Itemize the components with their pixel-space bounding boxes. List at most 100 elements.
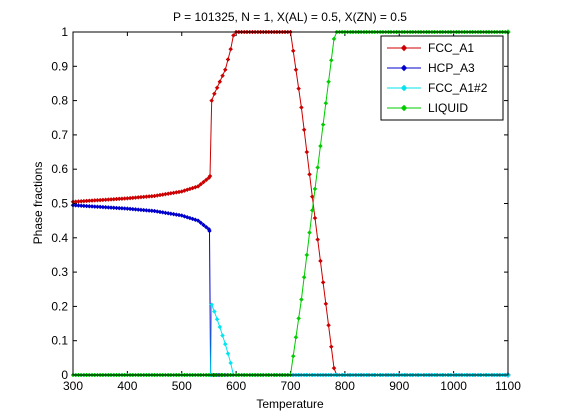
data-point xyxy=(201,179,206,185)
data-point xyxy=(320,122,326,127)
data-point xyxy=(290,353,296,359)
data-point xyxy=(309,194,315,199)
data-point xyxy=(209,98,215,103)
data-point xyxy=(307,171,312,177)
data-point xyxy=(307,230,312,236)
data-point xyxy=(203,224,209,230)
data-point xyxy=(184,214,190,220)
y-tick-label: 0.6 xyxy=(51,162,68,176)
legend-label: HCP_A3 xyxy=(428,61,475,75)
y-tick-label: 0 xyxy=(61,368,68,382)
x-tick-label: 600 xyxy=(226,379,246,393)
data-point xyxy=(207,228,212,234)
data-point xyxy=(304,252,310,258)
x-tick-label: 500 xyxy=(172,379,192,393)
data-point xyxy=(222,67,228,73)
data-point xyxy=(293,334,299,340)
data-point xyxy=(201,222,206,228)
y-tick-label: 0.5 xyxy=(51,197,68,211)
x-tick-label: 300 xyxy=(63,379,83,393)
data-point xyxy=(203,177,209,183)
data-point xyxy=(290,48,296,54)
data-point xyxy=(315,165,321,170)
data-point xyxy=(220,73,225,79)
data-point xyxy=(152,208,157,214)
data-point xyxy=(318,258,323,264)
data-point xyxy=(326,79,331,85)
data-point xyxy=(312,215,318,221)
data-point xyxy=(225,351,231,356)
data-point xyxy=(222,341,228,347)
data-point xyxy=(228,360,234,366)
legend-marker xyxy=(400,84,408,92)
data-point xyxy=(331,365,337,371)
legend-marker xyxy=(400,64,408,72)
data-point xyxy=(207,173,213,179)
data-point xyxy=(323,301,329,307)
data-point xyxy=(299,297,304,302)
legend-label: FCC_A1#2 xyxy=(428,81,488,95)
x-tick-label: 800 xyxy=(335,379,355,393)
data-point xyxy=(328,57,334,63)
x-tick-label: 700 xyxy=(280,379,300,393)
data-point xyxy=(228,46,234,52)
legend-marker xyxy=(400,104,408,112)
x-axis-label: Temperature xyxy=(256,397,324,411)
data-point xyxy=(209,302,215,308)
data-point xyxy=(214,85,220,91)
data-point xyxy=(214,316,220,322)
data-point xyxy=(231,33,236,38)
data-point xyxy=(293,67,299,73)
data-point xyxy=(217,79,223,85)
data-point xyxy=(173,212,179,217)
y-tick-label: 0.1 xyxy=(51,334,68,348)
data-point xyxy=(315,237,321,242)
data-point xyxy=(312,186,318,192)
data-point xyxy=(198,181,204,187)
data-point xyxy=(217,324,223,330)
data-point xyxy=(301,274,307,280)
data-point xyxy=(296,316,302,321)
data-point xyxy=(212,91,217,97)
data-point xyxy=(323,100,329,106)
data-point xyxy=(198,220,204,226)
data-point xyxy=(182,214,187,219)
x-tick-label: 1100 xyxy=(495,379,521,393)
y-tick-label: 0.7 xyxy=(51,128,68,142)
data-point xyxy=(160,210,166,215)
x-tick-label: 900 xyxy=(389,379,409,393)
data-point xyxy=(309,208,315,213)
legend-box xyxy=(380,35,504,121)
data-point xyxy=(328,344,334,350)
legend-marker xyxy=(400,44,408,52)
data-point xyxy=(225,57,231,62)
data-point xyxy=(212,309,217,314)
data-point xyxy=(296,86,302,91)
data-point xyxy=(304,149,310,155)
y-axis-label: Phase fractions xyxy=(31,162,45,245)
data-point xyxy=(299,105,304,110)
y-tick-label: 0.8 xyxy=(51,94,68,108)
chart-title: P = 101325, N = 1, X(AL) = 0.5, X(ZN) = … xyxy=(173,10,407,24)
legend-label: FCC_A1 xyxy=(428,41,474,55)
axes-frame xyxy=(72,31,509,376)
x-tick-label: 400 xyxy=(117,379,137,393)
x-tick-label: 1000 xyxy=(440,379,467,393)
data-point xyxy=(157,209,163,215)
data-point xyxy=(301,127,307,133)
legend: FCC_A1 HCP_A3 FCC_A1#2 LIQUID xyxy=(380,35,504,121)
y-tick-label: 0.9 xyxy=(51,59,68,73)
data-point xyxy=(220,333,225,338)
data-point xyxy=(163,210,168,216)
y-tick-label: 0.4 xyxy=(51,231,68,245)
legend-label: LIQUID xyxy=(428,101,468,115)
data-point xyxy=(318,143,323,149)
data-point xyxy=(331,36,337,42)
data-point xyxy=(326,322,331,328)
y-tick-label: 0.3 xyxy=(51,265,68,279)
data-point xyxy=(195,218,201,224)
data-point xyxy=(320,280,326,285)
data-point xyxy=(195,183,201,189)
